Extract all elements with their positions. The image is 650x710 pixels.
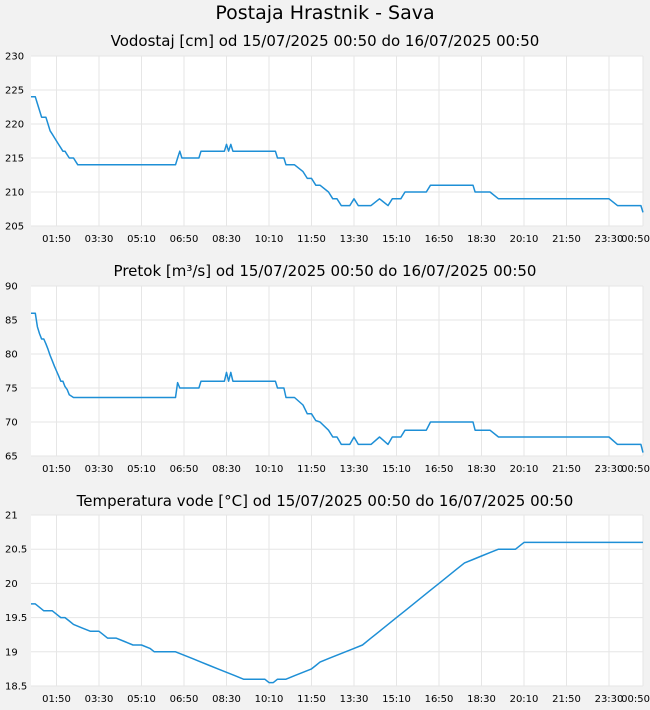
- x-tick-label: 05:10: [127, 694, 156, 705]
- x-tick-label: 23:30: [595, 234, 624, 245]
- x-tick-label: 08:30: [212, 234, 241, 245]
- series-line: [31, 96, 644, 213]
- x-tick-label: 01:50: [42, 234, 71, 245]
- chart-title: Vodostaj [cm] od 15/07/2025 00:50 do 16/…: [111, 32, 540, 50]
- x-tick-label: 11:50: [297, 694, 326, 705]
- x-tick-label: 16:50: [425, 694, 454, 705]
- chart-panel-3: Temperatura vode [°C] od 15/07/2025 00:5…: [5, 492, 650, 705]
- x-tick-label: 15:10: [382, 234, 411, 245]
- y-tick-label: 220: [5, 120, 24, 131]
- series-line: [31, 312, 644, 453]
- y-tick-label: 18.5: [5, 682, 27, 693]
- y-tick-label: 70: [5, 418, 18, 429]
- x-tick-label: 20:10: [510, 694, 539, 705]
- x-tick-label: 00:50: [621, 464, 650, 475]
- y-tick-label: 19: [5, 647, 18, 658]
- x-tick-label: 20:10: [510, 234, 539, 245]
- x-tick-label: 15:10: [382, 464, 411, 475]
- y-tick-label: 21: [5, 511, 18, 522]
- chart-panel-2: Pretok [m³/s] od 15/07/2025 00:50 do 16/…: [5, 262, 650, 475]
- x-tick-label: 13:30: [340, 464, 369, 475]
- x-tick-label: 10:10: [255, 234, 284, 245]
- series-line: [31, 541, 643, 684]
- x-tick-label: 06:50: [170, 234, 199, 245]
- x-tick-label: 08:30: [212, 464, 241, 475]
- y-tick-label: 210: [5, 188, 24, 199]
- x-tick-label: 03:30: [85, 464, 114, 475]
- x-tick-label: 11:50: [297, 234, 326, 245]
- x-tick-label: 16:50: [425, 234, 454, 245]
- x-tick-label: 21:50: [552, 694, 581, 705]
- plot-area: [31, 56, 643, 226]
- y-tick-label: 65: [5, 452, 18, 463]
- plot-area: [31, 286, 643, 456]
- y-tick-label: 80: [5, 350, 18, 361]
- x-tick-label: 16:50: [425, 464, 454, 475]
- x-tick-label: 10:10: [255, 464, 284, 475]
- x-tick-label: 03:30: [85, 694, 114, 705]
- x-tick-label: 18:30: [467, 464, 496, 475]
- chart-title: Pretok [m³/s] od 15/07/2025 00:50 do 16/…: [114, 262, 537, 280]
- y-tick-label: 230: [5, 52, 24, 63]
- x-tick-label: 23:30: [595, 694, 624, 705]
- x-tick-label: 05:10: [127, 464, 156, 475]
- x-tick-label: 20:10: [510, 464, 539, 475]
- chart-panel-1: Vodostaj [cm] od 15/07/2025 00:50 do 16/…: [5, 32, 650, 245]
- x-tick-label: 05:10: [127, 234, 156, 245]
- x-tick-label: 01:50: [42, 694, 71, 705]
- x-tick-label: 08:30: [212, 694, 241, 705]
- page-title: Postaja Hrastnik - Sava: [215, 2, 435, 24]
- x-tick-label: 06:50: [170, 464, 199, 475]
- y-tick-label: 215: [5, 154, 24, 165]
- y-tick-label: 20: [5, 579, 18, 590]
- y-tick-label: 85: [5, 316, 18, 327]
- x-tick-label: 00:50: [621, 694, 650, 705]
- x-tick-label: 15:10: [382, 694, 411, 705]
- plot-area: [31, 515, 643, 686]
- y-tick-label: 75: [5, 384, 18, 395]
- y-tick-label: 20.5: [5, 545, 27, 556]
- x-tick-label: 23:30: [595, 464, 624, 475]
- chart-title: Temperatura vode [°C] od 15/07/2025 00:5…: [76, 492, 574, 510]
- x-tick-label: 21:50: [552, 234, 581, 245]
- x-tick-label: 11:50: [297, 464, 326, 475]
- x-tick-label: 13:30: [340, 694, 369, 705]
- y-tick-label: 90: [5, 282, 18, 293]
- x-tick-label: 06:50: [170, 694, 199, 705]
- x-tick-label: 10:10: [255, 694, 284, 705]
- x-tick-label: 03:30: [85, 234, 114, 245]
- x-tick-label: 18:30: [467, 694, 496, 705]
- x-tick-label: 21:50: [552, 464, 581, 475]
- x-tick-label: 13:30: [340, 234, 369, 245]
- x-tick-label: 18:30: [467, 234, 496, 245]
- y-tick-label: 205: [5, 222, 24, 233]
- y-tick-label: 19.5: [5, 613, 27, 624]
- x-tick-label: 00:50: [621, 234, 650, 245]
- x-tick-label: 01:50: [42, 464, 71, 475]
- y-tick-label: 225: [5, 86, 24, 97]
